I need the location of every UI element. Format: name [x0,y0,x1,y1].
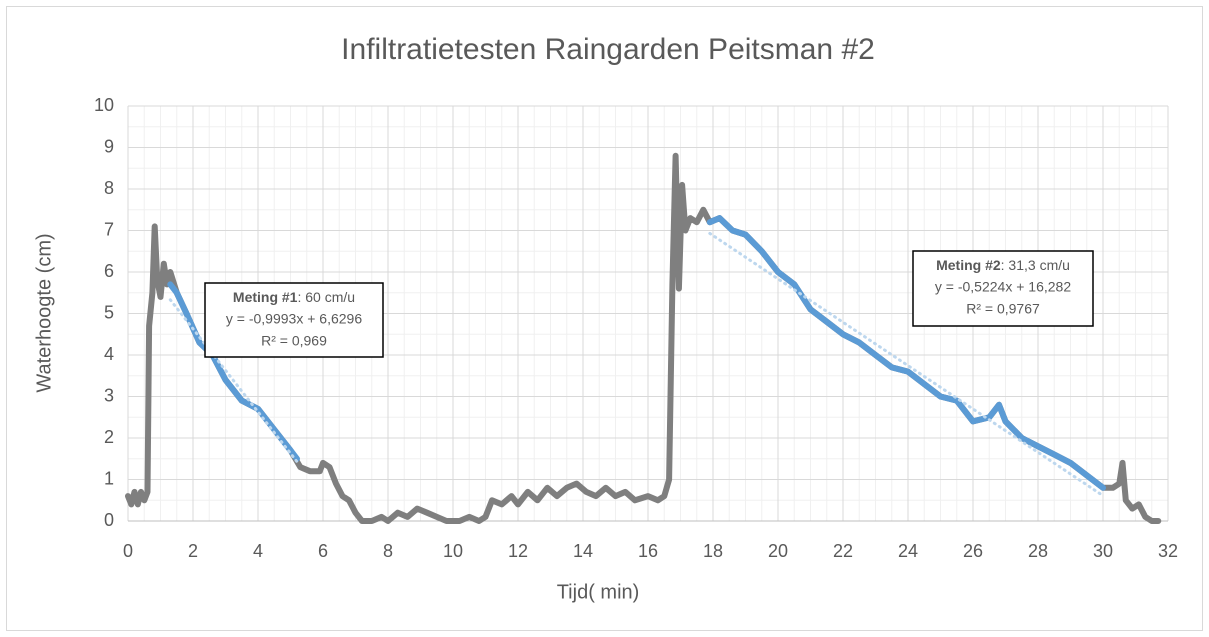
trendline [708,231,1105,498]
x-tick-label: 10 [443,541,463,561]
y-tick-label: 8 [104,178,114,198]
chart-title: Infiltratietesten Raingarden Peitsman #2 [341,33,875,66]
x-tick-label: 14 [573,541,593,561]
data-line [167,281,300,462]
y-tick-label: 1 [104,468,114,488]
data-line [706,215,1106,491]
y-tick-label: 3 [104,385,114,405]
x-tick-label: 2 [188,541,198,561]
x-tick-label: 24 [898,541,918,561]
x-tick-label: 4 [253,541,263,561]
y-tick-label: 6 [104,261,114,281]
annotation-line: y = -0,9993x + 6,6296 [226,311,362,327]
x-tick-label: 28 [1028,541,1048,561]
y-tick-label: 10 [94,95,114,115]
annotation: Meting #2: 31,3 cm/u y = -0,5224x + 16,28… [912,250,1094,327]
y-tick-label: 7 [104,219,114,239]
y-tick-label: 4 [104,344,114,364]
x-tick-label: 18 [703,541,723,561]
x-tick-label: 16 [638,541,658,561]
x-tick-label: 22 [833,541,853,561]
annotation-box [912,250,1094,327]
x-tick-label: 12 [508,541,528,561]
y-tick-label: 5 [104,302,114,322]
x-tick-label: 32 [1158,541,1178,561]
annotation-title: Meting #1 [233,289,298,305]
annotation-box [204,282,384,358]
x-tick-label: 20 [768,541,788,561]
y-tick-label: 9 [104,136,114,156]
y-axis-label: Waterhoogte (cm) [33,233,55,392]
annotation-text: : 31,3 cm/u [1001,257,1070,273]
annotation: Meting #1: 60 cm/u y = -0,9993x + 6,6296 R… [204,282,384,358]
annotation-text: : 60 cm/u [297,289,355,305]
x-tick-label: 0 [123,541,133,561]
annotation-line: R² = 0,969 [261,333,327,349]
annotation-heading: Meting #1: 60 cm/u [233,289,355,305]
annotation-line: R² = 0,9767 [966,301,1040,317]
annotation-line: y = -0,5224x + 16,282 [935,279,1071,295]
trendline [168,298,299,464]
y-tick-label: 0 [104,510,114,530]
annotation-heading: Meting #2: 31,3 cm/u [936,257,1070,273]
x-tick-label: 6 [318,541,328,561]
x-axis-label: Tijd( min) [557,581,640,603]
x-tick-label: 30 [1093,541,1113,561]
y-tick-label: 2 [104,427,114,447]
annotation-title: Meting #2 [936,257,1001,273]
x-tick-label: 26 [963,541,983,561]
x-tick-label: 8 [383,541,393,561]
